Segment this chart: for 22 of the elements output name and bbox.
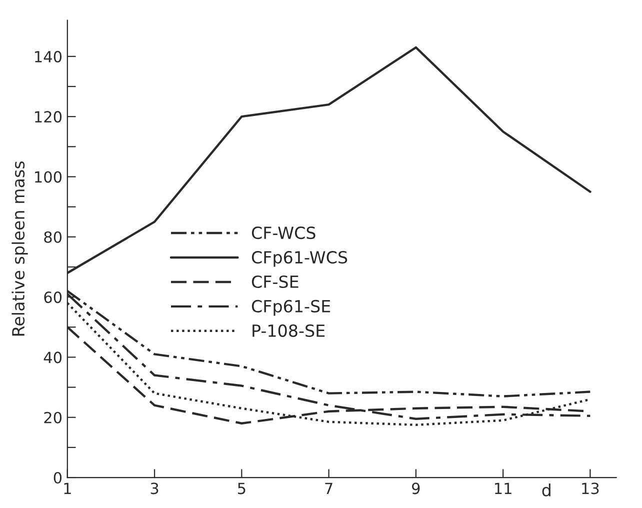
x-tick-label: 7 [325, 482, 332, 494]
x-tick-label: 13 [582, 482, 599, 494]
x-tick-label: 5 [238, 482, 246, 494]
x-axis-title: d [542, 484, 550, 496]
x-tick-label: 1 [64, 482, 71, 494]
x-tick-label: 9 [412, 482, 420, 494]
legend-label: P-108-SE [252, 324, 325, 337]
y-tick-label: 80 [44, 231, 62, 243]
legend-label: CFp61-WCS [252, 250, 348, 267]
legend-label: CFp61-SE [252, 300, 330, 316]
x-tick-label: 3 [150, 482, 158, 494]
legend-label: CF-WCS [252, 226, 316, 240]
x-tick-label: 11 [495, 482, 512, 494]
y-tick-label: 140 [35, 50, 62, 62]
legend-label: CF-SE [252, 275, 298, 288]
y-tick-label: 40 [44, 352, 62, 364]
y-tick-label: 0 [54, 472, 62, 484]
y-tick-label: 100 [35, 171, 62, 183]
y-tick-label: 20 [44, 412, 62, 424]
y-tick-label: 60 [44, 292, 62, 304]
y-axis-title: Relative spleen mass [12, 161, 28, 336]
y-tick-label: 120 [35, 111, 62, 123]
